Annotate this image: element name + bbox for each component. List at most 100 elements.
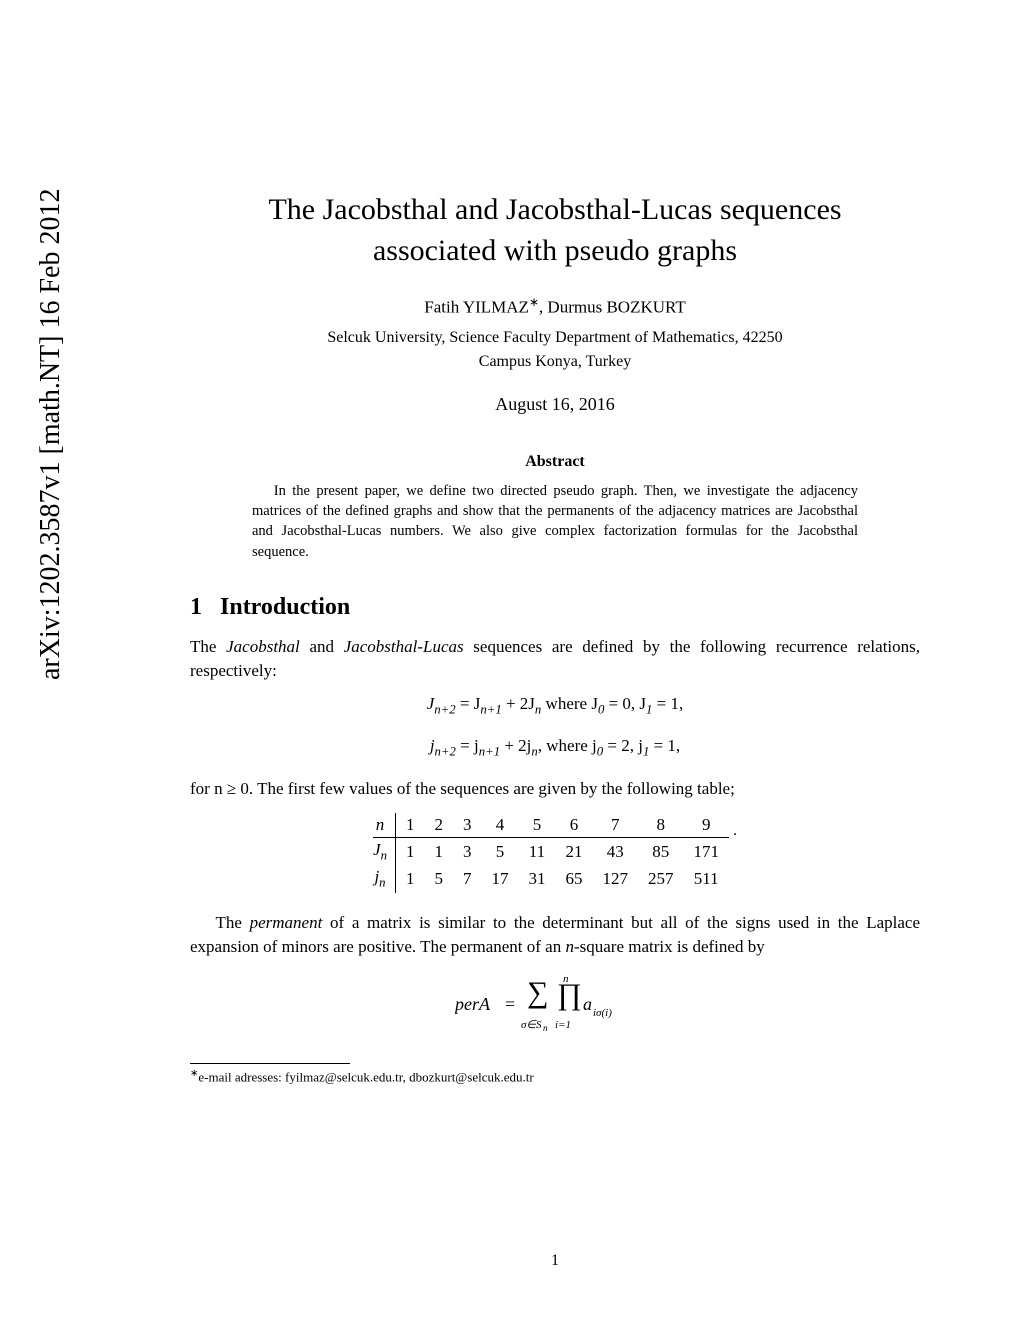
footnote-marker: ∗ xyxy=(529,295,539,309)
table-cell: 7 xyxy=(592,813,638,838)
table-cell: 9 xyxy=(683,813,729,838)
eq-sub: n+1 xyxy=(479,744,500,758)
header-label: n xyxy=(373,813,395,838)
table-cell: 7 xyxy=(453,865,482,892)
text-italic: n xyxy=(565,937,574,956)
text-run: The xyxy=(190,637,226,656)
table-period: . xyxy=(733,822,737,840)
table-row: jn 1 5 7 17 31 65 127 257 511 xyxy=(373,865,729,892)
eq-sub: n+2 xyxy=(434,703,455,717)
author-2: Durmus BOZKURT xyxy=(547,298,685,317)
table-cell: 43 xyxy=(592,838,638,866)
table-cell: 3 xyxy=(453,813,482,838)
svg-text:i=1: i=1 xyxy=(555,1019,571,1031)
svg-text:a: a xyxy=(583,994,592,1014)
abstract-text: In the present paper, we define two dire… xyxy=(252,481,858,562)
equation-jacobsthal-lucas: jn+2 = jn+1 + 2jn, where j0 = 2, j1 = 1, xyxy=(190,736,920,759)
table-cell: 11 xyxy=(518,838,555,866)
svg-text:∏: ∏ xyxy=(557,978,582,1011)
eq-text: where J xyxy=(541,694,598,713)
title-line-1: The Jacobsthal and Jacobsthal-Lucas sequ… xyxy=(268,193,841,226)
table-cell: 31 xyxy=(518,865,555,892)
author-1: Fatih YILMAZ xyxy=(424,298,529,317)
table-cell: 6 xyxy=(555,813,592,838)
table-cell: 21 xyxy=(555,838,592,866)
table-cell: 1 xyxy=(395,838,424,866)
eq-text: = 0, J xyxy=(604,694,646,713)
table-cell: 511 xyxy=(683,865,729,892)
table-cell: 5 xyxy=(518,813,555,838)
eq-text: = 2, j xyxy=(603,736,643,755)
table-cell: 2 xyxy=(424,813,453,838)
abstract-heading: Abstract xyxy=(190,453,920,471)
footnote: ∗e-mail adresses: fyilmaz@selcuk.edu.tr,… xyxy=(190,1068,920,1085)
label-sym: J xyxy=(373,840,381,859)
table-cell: 1 xyxy=(424,838,453,866)
eq-op: + 2J xyxy=(502,694,535,713)
paper-content: The Jacobsthal and Jacobsthal-Lucas sequ… xyxy=(190,0,920,1086)
table-cell: 171 xyxy=(683,838,729,866)
section-heading: 1 Introduction xyxy=(190,594,920,621)
page-number: 1 xyxy=(190,1252,920,1270)
equation-jacobsthal: Jn+2 = Jn+1 + 2Jn where J0 = 0, J1 = 1, xyxy=(190,694,920,717)
eq-sub: n+2 xyxy=(435,744,456,758)
text-italic: Jacobsthal xyxy=(226,637,300,656)
title-line-2: associated with pseudo graphs xyxy=(373,234,737,267)
table-cell: 65 xyxy=(555,865,592,892)
footnote-rule xyxy=(190,1063,350,1064)
text-italic: Jacobsthal-Lucas xyxy=(344,637,464,656)
table-cell: 4 xyxy=(481,813,518,838)
label-sub: n xyxy=(379,876,385,890)
table-cell: 8 xyxy=(638,813,684,838)
table-header-row: n 1 2 3 4 5 6 7 8 9 xyxy=(373,813,729,838)
svg-text:perA: perA xyxy=(455,994,491,1014)
row-label: Jn xyxy=(373,838,395,866)
permanent-paragraph: The permanent of a matrix is similar to … xyxy=(190,911,920,959)
affiliation: Selcuk University, Science Faculty Depar… xyxy=(190,326,920,374)
eq-op: + 2j xyxy=(500,736,531,755)
affiliation-line-1: Selcuk University, Science Faculty Depar… xyxy=(327,329,782,346)
section-number: 1 xyxy=(190,594,202,620)
arxiv-identifier: arXiv:1202.3587v1 [math.NT] 16 Feb 2012 xyxy=(35,189,67,681)
text-run: -square matrix is defined by xyxy=(574,937,765,956)
eq-sub: n+1 xyxy=(480,703,501,717)
affiliation-line-2: Campus Konya, Turkey xyxy=(479,353,631,370)
row-label: jn xyxy=(373,865,395,892)
sequence-table: n 1 2 3 4 5 6 7 8 9 Jn 1 1 3 5 11 21 43 … xyxy=(373,813,729,893)
table-cell: 257 xyxy=(638,865,684,892)
svg-text:∑: ∑ xyxy=(527,976,548,1009)
intro-paragraph-1: The Jacobsthal and Jacobsthal-Lucas sequ… xyxy=(190,635,920,683)
eq-op: = j xyxy=(456,736,479,755)
table-cell: 17 xyxy=(481,865,518,892)
svg-text:n: n xyxy=(543,1023,548,1033)
label-sub: n xyxy=(381,848,387,862)
table-cell: 5 xyxy=(424,865,453,892)
permanent-formula: perA = ∑ σ∈S n ∏ n i=1 a iσ(i) xyxy=(190,970,920,1045)
eq-text: = 1, xyxy=(652,694,683,713)
svg-text:σ∈S: σ∈S xyxy=(521,1019,542,1031)
for-n-text: for n ≥ 0. The first few values of the s… xyxy=(190,777,920,801)
table-cell: 5 xyxy=(481,838,518,866)
sequence-table-wrap: n 1 2 3 4 5 6 7 8 9 Jn 1 1 3 5 11 21 43 … xyxy=(190,813,920,893)
eq-op: = J xyxy=(456,694,481,713)
text-italic: permanent xyxy=(250,913,323,932)
text-run: and xyxy=(300,637,344,656)
author-line: Fatih YILMAZ∗, Durmus BOZKURT xyxy=(190,295,920,318)
paper-date: August 16, 2016 xyxy=(190,394,920,415)
table-cell: 85 xyxy=(638,838,684,866)
section-title: Introduction xyxy=(220,594,350,620)
svg-text:n: n xyxy=(563,973,569,985)
table-cell: 1 xyxy=(395,865,424,892)
svg-text:=: = xyxy=(505,994,515,1014)
footnote-text: e-mail adresses: fyilmaz@selcuk.edu.tr, … xyxy=(198,1070,533,1085)
table-cell: 127 xyxy=(592,865,638,892)
eq-text: , where j xyxy=(538,736,597,755)
table-row: Jn 1 1 3 5 11 21 43 85 171 xyxy=(373,838,729,866)
svg-text:iσ(i): iσ(i) xyxy=(593,1007,612,1019)
formula-svg: perA = ∑ σ∈S n ∏ n i=1 a iσ(i) xyxy=(455,970,655,1040)
table-cell: 3 xyxy=(453,838,482,866)
eq-text: = 1, xyxy=(649,736,680,755)
paper-title: The Jacobsthal and Jacobsthal-Lucas sequ… xyxy=(190,190,920,271)
table-cell: 1 xyxy=(395,813,424,838)
text-run: The xyxy=(216,913,250,932)
